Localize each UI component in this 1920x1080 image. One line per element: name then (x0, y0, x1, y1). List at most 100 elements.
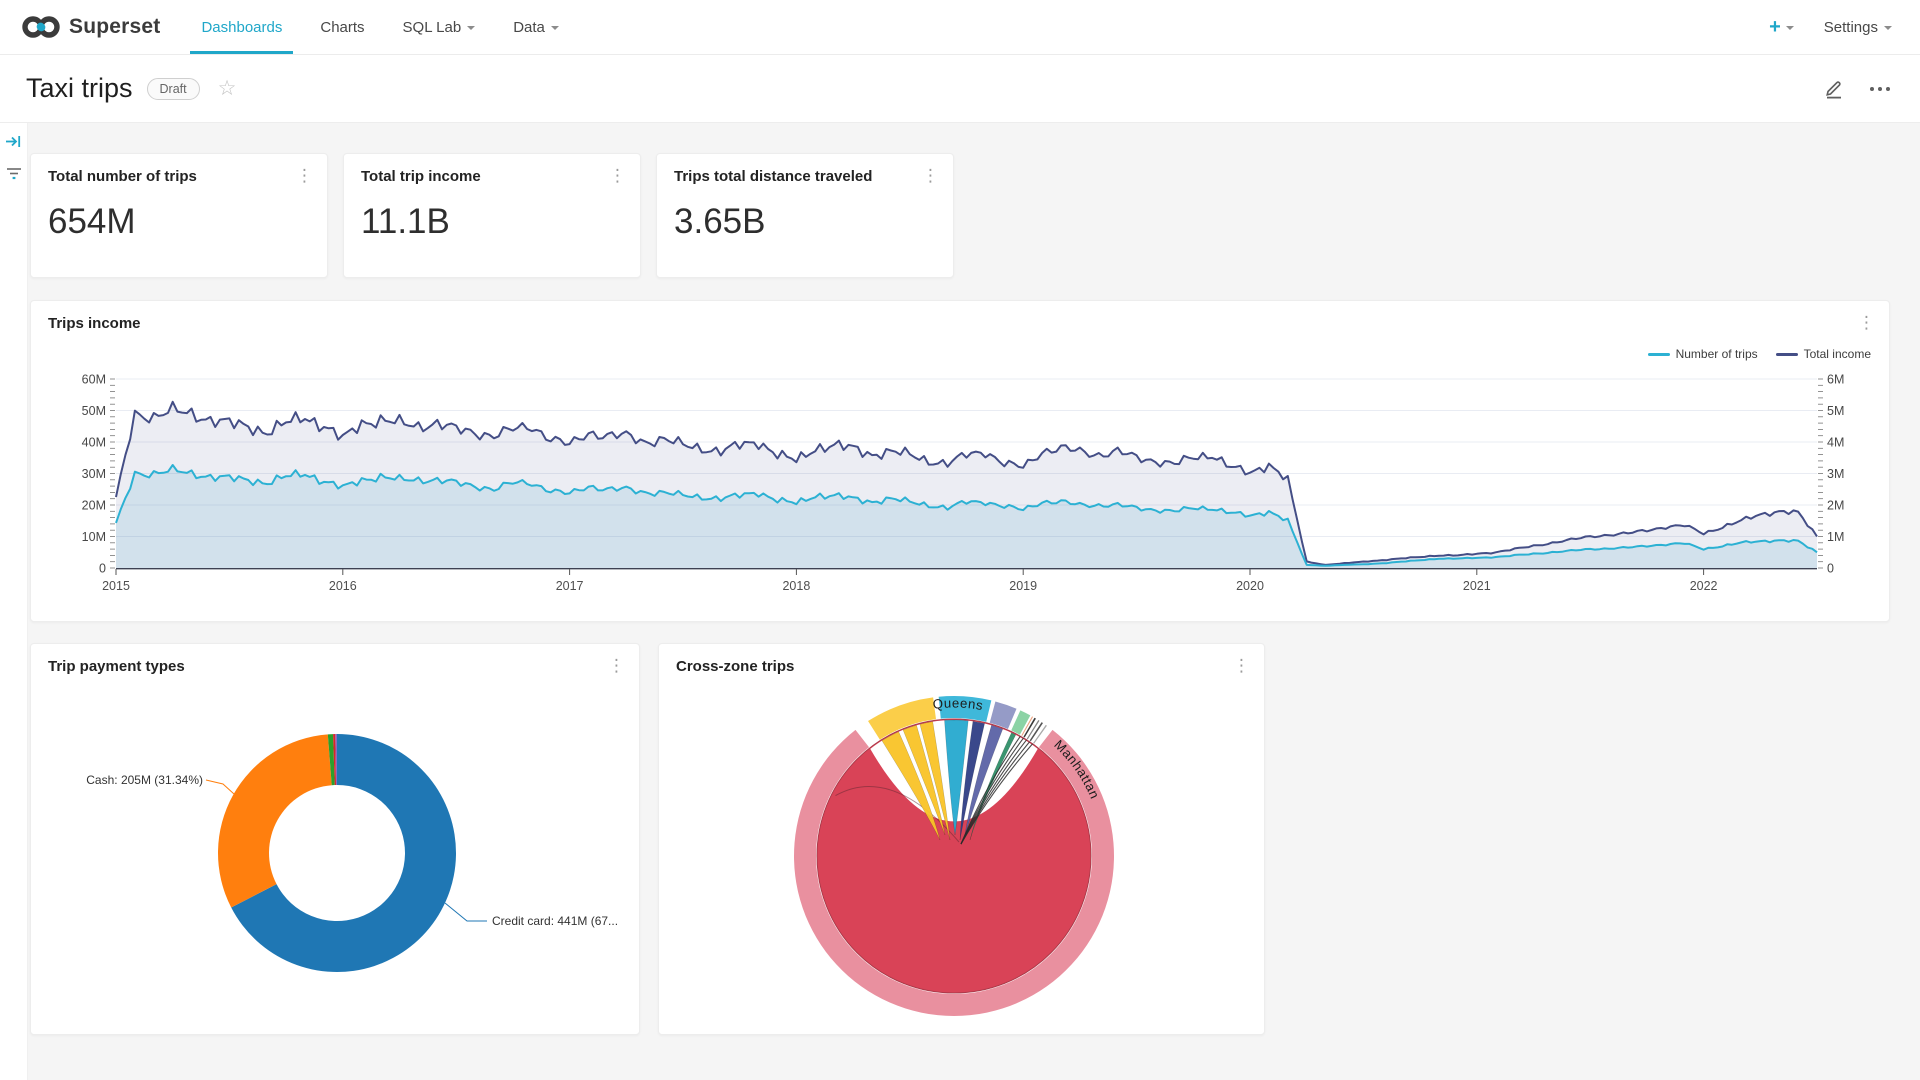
x-axis-label: 2022 (1690, 579, 1718, 593)
legend-label: Number of trips (1675, 347, 1758, 361)
nav-tab-dashboards[interactable]: Dashboards (182, 0, 301, 54)
y-axis-left-label: 20M (82, 499, 106, 513)
x-axis-label: 2017 (556, 579, 584, 593)
kpi-card-distance: Trips total distance traveled ⋮ 3.65B (656, 153, 954, 278)
x-axis-label: 2019 (1009, 579, 1037, 593)
plus-icon: + (1769, 16, 1781, 38)
y-axis-left-label: 60M (82, 373, 106, 387)
donut-slice-Credit card[interactable] (231, 734, 456, 972)
chord-ribbon[interactable] (964, 724, 1004, 836)
kpi-card-trip-income: Total trip income ⋮ 11.1B (343, 153, 641, 278)
kebab-menu-icon[interactable]: ⋮ (608, 656, 625, 675)
kpi-value: 3.65B (674, 202, 766, 241)
kebab-menu-icon[interactable]: ⋮ (609, 166, 626, 185)
chord-ribbon[interactable] (944, 719, 969, 836)
y-axis-left-label: 30M (82, 467, 106, 481)
kpi-title: Total number of trips (48, 168, 197, 185)
area-Number of trips (116, 465, 1817, 568)
chevron-down-icon (550, 26, 559, 30)
donut-label-credit: Credit card: 441M (67... (492, 914, 618, 928)
chord-hairline (960, 743, 1033, 845)
kpi-title: Total trip income (361, 168, 481, 185)
chord-ribbon[interactable] (969, 732, 1017, 841)
x-axis-label: 2018 (782, 579, 810, 593)
grid-lines (116, 378, 1817, 537)
status-badge: Draft (146, 77, 200, 100)
y-axis-left-label: 50M (82, 404, 106, 418)
chord-arc-segment[interactable] (1029, 722, 1044, 742)
kebab-menu-icon[interactable]: ⋮ (296, 166, 313, 185)
expand-filter-bar-icon[interactable] (5, 133, 22, 150)
chord-arc-segment[interactable] (1023, 717, 1036, 738)
main-menu: Dashboards Charts SQL Lab Data (182, 0, 577, 54)
settings-menu[interactable]: Settings (1824, 19, 1892, 36)
chart-legend: Number of trips Total income (1647, 347, 1871, 361)
brand-name: Superset (69, 15, 161, 38)
donut-label-cash: Cash: 205M (31.34%) (86, 773, 203, 787)
nav-tab-label: Charts (320, 18, 365, 36)
payment-types-chart-card: Trip payment types ⋮ Cash: 205M (31.34%)… (30, 643, 640, 1035)
x-axis-label: 2015 (102, 579, 130, 593)
y-axis-right-label: 3M (1827, 467, 1844, 481)
chord-arc-segment[interactable] (868, 697, 936, 740)
donut-slice-other[interactable] (335, 734, 337, 786)
legend-swatch (1775, 352, 1798, 356)
chord-arc-Queens[interactable] (938, 696, 992, 722)
legend-item[interactable]: Number of trips (1647, 347, 1758, 361)
series (115, 400, 1818, 568)
edit-dashboard-button[interactable] (1824, 78, 1844, 99)
chord-ribbon[interactable] (881, 731, 941, 841)
x-axis-label: 2021 (1463, 579, 1491, 593)
settings-label: Settings (1823, 18, 1878, 36)
y-axis-left-label: 10M (82, 530, 106, 544)
chart-title: Cross-zone trips (676, 658, 795, 675)
chart-title: Trips income (48, 315, 141, 332)
chord-ribbon[interactable] (919, 721, 951, 841)
legend-label: Total income (1803, 347, 1871, 361)
line-Number of trips (115, 464, 1818, 567)
chord-arc-segment[interactable] (1011, 710, 1031, 735)
kebab-menu-icon[interactable]: ⋮ (922, 166, 939, 185)
trips-income-chart-canvas[interactable]: 2015 2016 2017 2018 2019 2020 2021 2022 0 10M 20M 3… (31, 301, 1891, 623)
chevron-down-icon (1884, 26, 1892, 30)
x-axis-label: 2020 (1236, 579, 1264, 593)
chord-arc-segment[interactable] (989, 701, 1017, 729)
donut-slice-other[interactable] (327, 734, 335, 786)
dashboard-menu-button[interactable] (1870, 86, 1890, 91)
kpi-value: 654M (48, 202, 136, 241)
nav-right: + Settings (1769, 0, 1920, 54)
payment-types-donut-canvas[interactable]: Cash: 205M (31.34%) Credit card: 441M (67… (31, 644, 641, 1036)
chord-ribbon[interactable] (902, 724, 946, 836)
chord-ribbon[interactable] (959, 721, 985, 841)
legend-swatch (1647, 352, 1670, 356)
add-new-button[interactable]: + (1769, 17, 1794, 37)
x-axis-label: 2016 (329, 579, 357, 593)
kebab-menu-icon[interactable]: ⋮ (1858, 313, 1875, 332)
superset-logo-icon (22, 16, 60, 38)
y-axis-right-label: 5M (1827, 404, 1844, 418)
favorite-star-icon[interactable]: ☆ (217, 77, 237, 100)
y-axis-right-label: 2M (1827, 499, 1844, 513)
dashboard-header: Taxi trips Draft ☆ (0, 55, 1920, 123)
nav-tab-data[interactable]: Data (494, 0, 578, 54)
donut-slice-other[interactable] (333, 734, 337, 786)
chord-arc-segment[interactable] (1021, 716, 1034, 737)
brand[interactable]: Superset (0, 0, 182, 54)
chart-title: Trip payment types (48, 658, 185, 675)
donut-slice-Cash[interactable] (218, 734, 332, 908)
filter-icon[interactable] (5, 166, 23, 181)
nav-tab-charts[interactable]: Charts (301, 0, 383, 54)
y-axis-left-label: 0 (99, 562, 106, 576)
kebab-menu-icon[interactable]: ⋮ (1233, 656, 1250, 675)
kpi-title: Trips total distance traveled (674, 168, 873, 185)
chevron-down-icon (467, 26, 476, 30)
y-axis-right-label: 1M (1827, 530, 1844, 544)
chord-arc-segment[interactable] (1026, 720, 1040, 740)
nav-tab-label: Dashboards (201, 18, 283, 36)
chord-self-link-manhattan[interactable] (816, 718, 1092, 994)
chord-label-Queens: Queens (932, 695, 984, 713)
nav-tab-sql-lab[interactable]: SQL Lab (384, 0, 495, 54)
chord-arc-segment[interactable] (1033, 724, 1047, 744)
legend-item[interactable]: Total income (1775, 347, 1871, 361)
